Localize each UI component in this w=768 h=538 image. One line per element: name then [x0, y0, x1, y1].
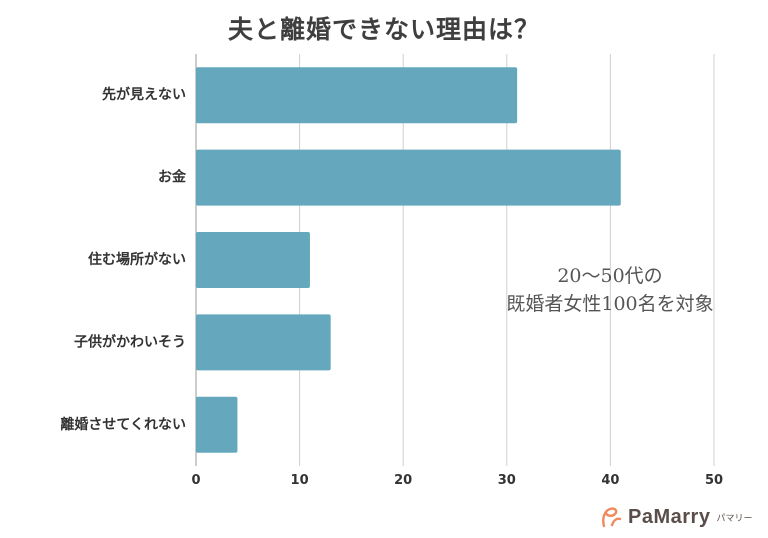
category-label: 離婚させてくれない	[60, 416, 186, 433]
x-tick-label: 10	[291, 473, 309, 488]
category-label: 先が見えない	[102, 86, 186, 103]
x-tick-label: 50	[705, 473, 723, 488]
annotation-line-1: 20〜50代の	[557, 265, 663, 287]
bar-4	[196, 314, 331, 371]
bar-5	[196, 396, 238, 453]
chart-title: 夫と離婚できない理由は？	[227, 15, 540, 44]
pamarry-logo-icon	[602, 507, 622, 528]
annotation: 20〜50代の 既婚者女性100名を対象	[455, 262, 765, 318]
x-tick-label: 40	[601, 473, 619, 488]
x-tick-label: 0	[191, 473, 200, 488]
annotation-line-2: 既婚者女性100名を対象	[506, 293, 714, 315]
brand-logo: PaMarry パマリー	[598, 506, 752, 528]
brand-name: PaMarry	[628, 505, 711, 528]
x-tick-label: 20	[394, 473, 412, 488]
category-label: お金	[158, 169, 187, 186]
bar-2	[196, 149, 621, 206]
bar-1	[196, 67, 518, 124]
bar-3	[196, 232, 310, 288]
x-tick-label: 30	[498, 473, 516, 488]
category-label: 子供がかわいそう	[74, 333, 186, 350]
brand-kana: パマリー	[716, 513, 753, 524]
category-label: 住む場所がない	[88, 251, 186, 268]
